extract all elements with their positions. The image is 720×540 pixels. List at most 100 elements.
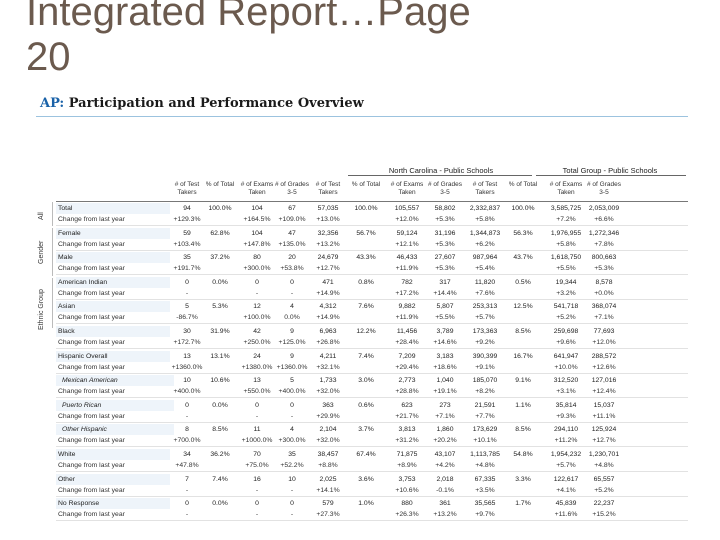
cell-change-ncp-grades-3-5: +5.5% <box>435 314 455 322</box>
cell-change-nc-test-takers: +172.7% <box>173 339 201 346</box>
cell-change-ncp-exams-taken: +12.1% <box>395 240 419 248</box>
cell-nc-pct-total: 5.3% <box>212 303 228 311</box>
cell-nc-pct-total: 31.9% <box>210 328 230 335</box>
cell-ncp-grades-3-5: 317 <box>439 278 451 286</box>
cell-change-tg-test-takers: +7.7% <box>475 412 495 420</box>
cell-change-tg-test-takers: +9.1% <box>475 363 495 371</box>
cell-nc-pct-total: 8.5% <box>212 426 228 434</box>
cell-tg-exams-taken: 294,110 <box>553 426 579 434</box>
cell-change-nc-grades-3-5: - <box>290 289 294 297</box>
column-header-nc-exams-taken: # of Exams Taken <box>240 181 274 196</box>
cell-change-ncp-grades-3-5: +14.4% <box>433 289 457 297</box>
cell-change-nc-exams-taken: +1000.0% <box>241 437 273 445</box>
cell-ncp-pct-total: 3.0% <box>358 377 374 385</box>
cell-ncp-exams-taken: 880 <box>401 500 413 508</box>
slide-title-line-1: Integrated Report…Page <box>26 0 471 34</box>
cell-change-nc-grades-3-5: +400.0% <box>278 388 306 396</box>
cell-change-nc-exams-taken: +75.0% <box>245 462 269 469</box>
row-label: Hispanic Overall <box>56 350 170 362</box>
cell-ncp-test-takers: 6,963 <box>319 328 337 335</box>
row-label: Mexican American <box>56 375 174 387</box>
cell-change-tg-test-takers: +10.1% <box>473 437 497 445</box>
cell-tg-test-takers: 11,820 <box>474 278 496 286</box>
cell-change-ncp-exams-taken: +28.4% <box>395 339 419 346</box>
cell-nc-test-takers: 13 <box>183 352 191 360</box>
cell-tg-exams-taken: 3,585,725 <box>550 205 582 212</box>
cell-tg-grades-3-5: 288,572 <box>591 352 617 360</box>
cell-change-nc-exams-taken: - <box>255 412 259 420</box>
cell-nc-test-takers: 30 <box>183 328 191 335</box>
cell-nc-grades-3-5: 9 <box>290 352 294 360</box>
cell-ncp-pct-total: 43.3% <box>356 254 376 262</box>
cell-nc-exams-taken: 0 <box>255 278 259 286</box>
row-divider <box>56 348 688 349</box>
cell-tg-grades-3-5: 1,272,346 <box>588 229 620 237</box>
row-divider <box>56 225 688 226</box>
cell-change-tg-test-takers: +8.2% <box>475 388 495 396</box>
cell-change-nc-test-takers: -86.7% <box>176 314 198 322</box>
cell-nc-exams-taken: 13 <box>253 377 261 385</box>
cell-tg-exams-taken: 312,520 <box>553 377 579 385</box>
cell-nc-exams-taken: 104 <box>251 229 263 237</box>
cell-change-ncp-exams-taken: +10.6% <box>395 486 419 494</box>
cell-nc-grades-3-5: 4 <box>290 426 294 434</box>
cell-nc-grades-3-5: 5 <box>290 377 294 385</box>
cell-change-nc-test-takers: +400.0% <box>173 388 201 396</box>
cell-change-nc-test-takers: - <box>185 412 189 420</box>
row-divider <box>56 298 688 300</box>
cell-nc-grades-3-5: 10 <box>288 475 296 483</box>
cell-tg-pct-total: 56.3% <box>513 229 533 237</box>
cell-change-ncp-grades-3-5: +19.1% <box>433 388 457 396</box>
cell-change-tg-exams-taken: +7.2% <box>556 216 576 223</box>
cell-change-tg-exams-taken: +5.8% <box>556 240 576 248</box>
cell-ncp-test-takers: 4,312 <box>319 303 337 311</box>
cell-tg-pct-total: 9.1% <box>515 377 531 385</box>
cell-change-ncp-grades-3-5: +5.3% <box>435 240 455 248</box>
cell-change-nc-test-takers: +103.4% <box>173 240 201 248</box>
cell-change-tg-grades-3-5: +4.8% <box>594 462 614 469</box>
table-row: Other Hispanic Change from last year 8 8.5%… <box>56 423 688 448</box>
cell-change-nc-grades-3-5: - <box>290 486 294 494</box>
cell-tg-pct-total: 3.3% <box>515 475 531 483</box>
cell-nc-test-takers: 94 <box>183 205 191 212</box>
cell-change-ncp-grades-3-5: +5.3% <box>435 265 455 273</box>
cell-change-nc-test-takers: +129.3% <box>173 216 201 223</box>
cell-tg-pct-total: 54.8% <box>513 451 533 458</box>
cell-change-ncp-test-takers: +14.9% <box>316 289 340 297</box>
cell-tg-test-takers: 185,070 <box>472 377 498 385</box>
cell-ncp-test-takers: 1,733 <box>319 377 337 385</box>
cell-change-tg-grades-3-5: +6.6% <box>594 216 614 223</box>
cell-nc-exams-taken: 24 <box>253 352 261 360</box>
cell-change-ncp-test-takers: +26.8% <box>316 339 340 346</box>
cell-tg-pct-total: 0.5% <box>515 278 531 286</box>
header-rule <box>56 201 688 202</box>
row-label: Male <box>56 252 170 264</box>
cell-change-ncp-exams-taken: +17.2% <box>395 289 419 297</box>
cell-ncp-pct-total: 7.6% <box>358 303 374 311</box>
cell-change-tg-grades-3-5: +12.7% <box>592 437 616 445</box>
cell-change-tg-test-takers: +3.5% <box>475 486 495 494</box>
side-group-all: All <box>38 212 45 220</box>
column-header-ncp-pct-total: % of Total <box>351 181 381 188</box>
cell-ncp-pct-total: 67.4% <box>356 451 376 458</box>
side-group-ethnic: Ethnic Group <box>38 289 45 330</box>
table-row: No Response Change from last year 0 0.0% 0 0 5… <box>56 497 688 522</box>
cell-nc-grades-3-5: 47 <box>288 229 296 237</box>
cell-nc-grades-3-5: 67 <box>288 205 296 212</box>
cell-tg-test-takers: 173,363 <box>472 328 498 335</box>
table-row: Puerto Rican Change from last year 0 0.0% 0 0… <box>56 399 688 423</box>
cell-ncp-grades-3-5: 31,196 <box>434 229 456 237</box>
cell-nc-exams-taken: 11 <box>253 426 261 434</box>
cell-change-ncp-test-takers: +13.2% <box>316 240 340 248</box>
cell-nc-pct-total: 0.0% <box>212 278 228 286</box>
cell-change-tg-grades-3-5: +12.4% <box>592 388 616 396</box>
cell-ncp-test-takers: 32,356 <box>317 229 339 237</box>
cell-ncp-exams-taken: 782 <box>401 278 413 286</box>
cell-change-nc-grades-3-5: - <box>290 511 294 519</box>
row-label: Other Hispanic <box>56 424 174 436</box>
cell-tg-exams-taken: 45,839 <box>555 500 577 508</box>
cell-tg-grades-3-5: 77,693 <box>593 328 615 335</box>
cell-nc-grades-3-5: 4 <box>290 303 294 311</box>
row-label: American Indian <box>56 276 170 288</box>
cell-nc-test-takers: 8 <box>185 426 189 434</box>
